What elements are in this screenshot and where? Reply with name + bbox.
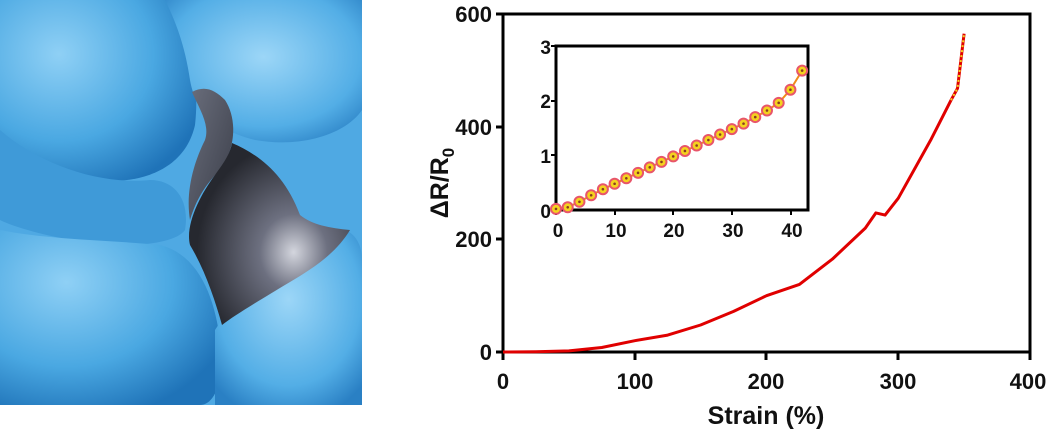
inset-marker-center: [789, 88, 792, 92]
inset-y-tick-label: 2: [540, 92, 551, 113]
inset-marker-center: [578, 200, 581, 204]
inset-marker-center: [636, 171, 640, 175]
inset-x-tick-label: 20: [663, 221, 684, 242]
inset-data-markers: [550, 64, 809, 215]
y-axis-label: ΔR/R0: [426, 148, 458, 219]
inset-x-tick-label: 0: [553, 221, 564, 242]
main-data-curve: [502, 33, 966, 354]
inset-plot-frame: [554, 44, 810, 212]
inset-marker-center: [601, 187, 605, 191]
x-tick-label: 400: [1010, 369, 1047, 394]
inset-marker-center: [625, 176, 628, 180]
inset-marker-center: [554, 207, 558, 211]
glove-film-illustration: [0, 0, 362, 405]
y-tick-label: 200: [455, 227, 492, 252]
inset-marker-center: [660, 160, 663, 164]
x-axis-label: Strain (%): [708, 402, 825, 430]
inset-marker-center: [589, 193, 593, 197]
inset-marker-center: [566, 205, 570, 209]
inset-marker-center: [765, 109, 769, 112]
flexible-film-photo: [0, 0, 362, 405]
x-tick-label: 200: [748, 369, 785, 394]
x-tick-label: 300: [880, 369, 917, 394]
main-curve-tail-highlight: [950, 33, 966, 101]
inset-marker-center: [695, 144, 698, 147]
inset-marker-center: [730, 127, 734, 131]
inset-y-tick-label: 3: [540, 38, 551, 59]
main-x-ticks: [501, 352, 1032, 360]
inset-marker-center: [742, 122, 745, 125]
inset-data-line: [555, 70, 803, 210]
inset-y-tick-label: 1: [540, 147, 551, 168]
inset-marker-center: [800, 69, 804, 72]
inset-x-tick-label: 10: [605, 221, 626, 242]
x-tick-label: 100: [617, 369, 654, 394]
inset-marker-center: [777, 101, 780, 105]
inset-marker-center: [707, 138, 710, 142]
y-tick-label: 0: [480, 340, 492, 365]
inset-marker-center: [683, 149, 687, 153]
inset-marker-center: [671, 155, 675, 158]
inset-marker-center: [613, 182, 616, 186]
y-tick-label: 600: [455, 2, 492, 27]
inset-marker-center: [648, 166, 652, 169]
inset-marker-center: [718, 133, 722, 136]
inset-y-tick-label: 0: [540, 202, 551, 223]
inset-x-tick-label: 40: [781, 221, 802, 242]
y-tick-label: 400: [455, 115, 492, 140]
x-tick-label: 0: [497, 369, 509, 394]
inset-marker-center: [753, 115, 757, 119]
inset-x-tick-label: 30: [722, 221, 743, 242]
